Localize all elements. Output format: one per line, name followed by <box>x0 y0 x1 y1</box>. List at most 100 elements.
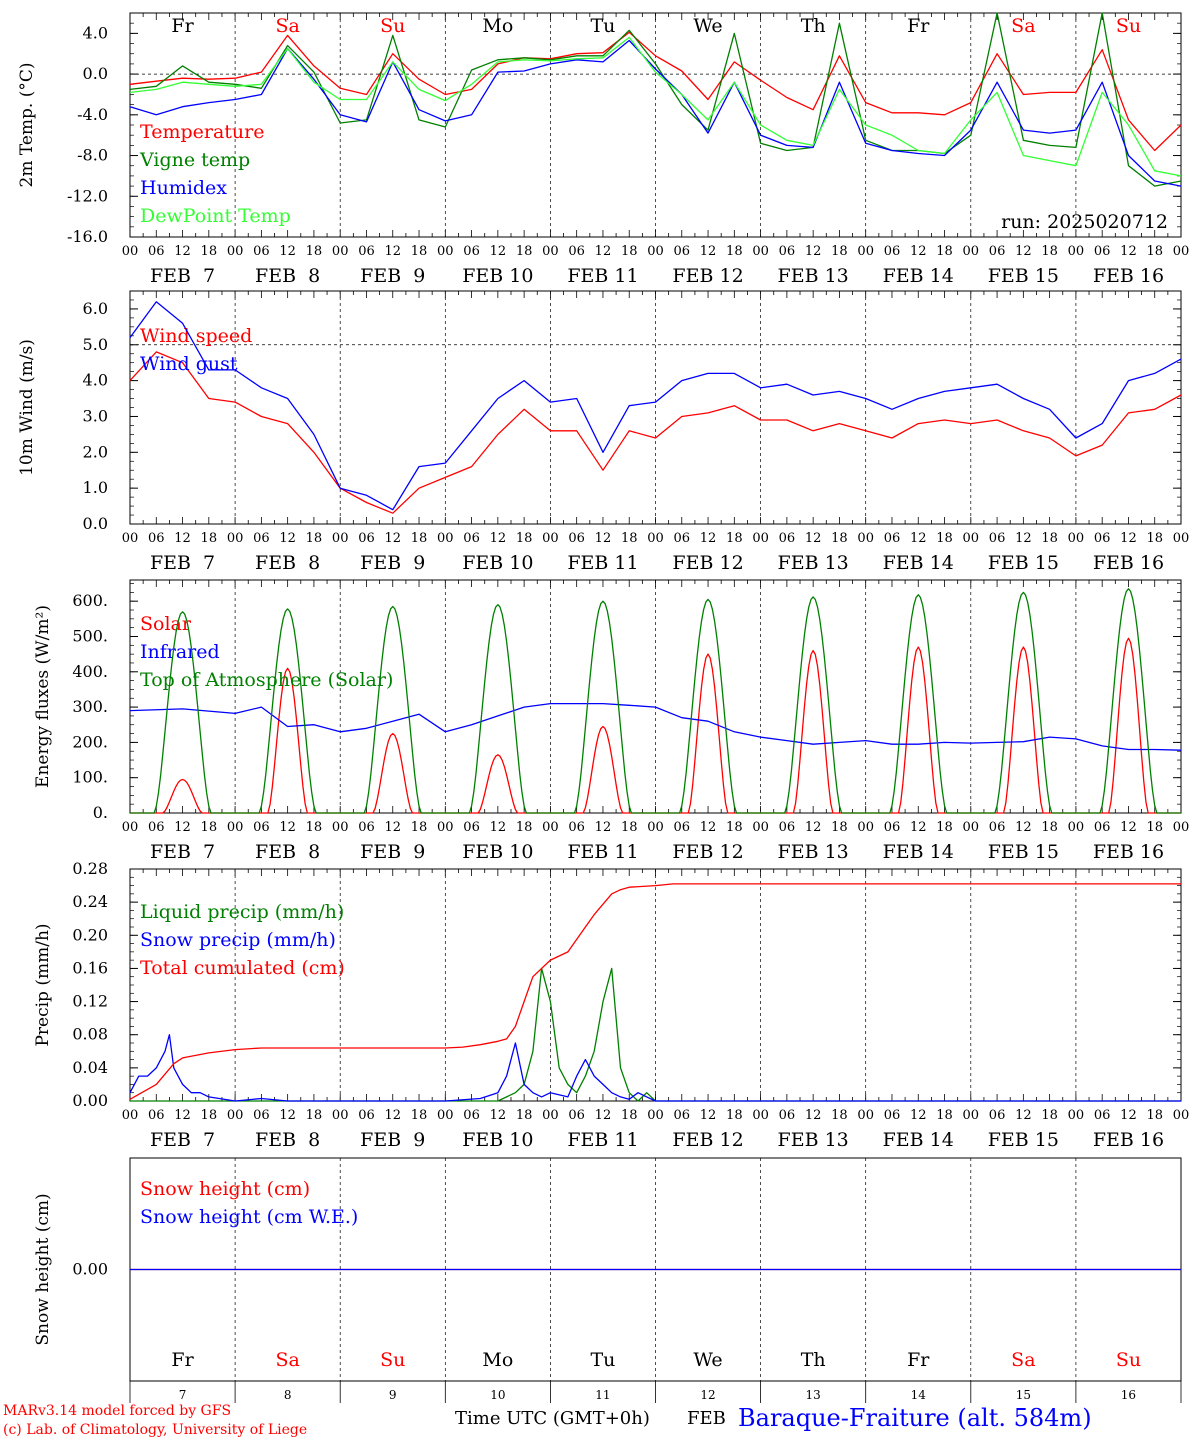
hour-tick-label: 00 <box>1068 820 1085 835</box>
hour-tick-label: 00 <box>1068 1108 1085 1123</box>
hour-tick-label: 00 <box>332 244 349 259</box>
hour-tick-label: 06 <box>779 820 796 835</box>
hour-tick-label: 18 <box>516 244 533 259</box>
day-number-label: 7 <box>179 1388 187 1402</box>
hour-tick-label: 12 <box>174 820 191 835</box>
hour-tick-label: 06 <box>884 1108 901 1123</box>
hour-tick-label: 12 <box>595 1108 612 1123</box>
hour-tick-label: 18 <box>936 820 953 835</box>
hour-tick-label: 06 <box>884 531 901 546</box>
hour-tick-label: 12 <box>700 820 717 835</box>
hour-tick-label: 12 <box>805 820 822 835</box>
hour-tick-label: 06 <box>568 820 585 835</box>
hour-tick-label: 12 <box>1120 244 1137 259</box>
hour-tick-label: 18 <box>621 820 638 835</box>
hour-tick-label: 18 <box>1146 820 1163 835</box>
hour-tick-label: 12 <box>279 820 296 835</box>
hour-tick-label: 06 <box>463 531 480 546</box>
y-axis-title: Energy fluxes (W/m²) <box>33 605 53 788</box>
y-tick-label: 200. <box>72 732 108 751</box>
date-label: FEB 13 <box>778 265 849 287</box>
y-tick-label: -16.0 <box>67 227 108 246</box>
hour-tick-label: 06 <box>674 820 691 835</box>
date-label: FEB 7 <box>150 552 215 574</box>
day-number-label: 13 <box>806 1388 821 1402</box>
hour-tick-label: 12 <box>490 820 507 835</box>
date-label: FEB 13 <box>778 1129 849 1151</box>
date-label: FEB 9 <box>360 265 425 287</box>
day-number-label: 14 <box>911 1388 927 1402</box>
hour-tick-label: 18 <box>831 820 848 835</box>
hour-tick-label: 06 <box>463 244 480 259</box>
day-number-label: 12 <box>700 1388 715 1402</box>
hour-tick-label: 00 <box>857 1108 874 1123</box>
hour-tick-label: 12 <box>910 1108 927 1123</box>
date-label: FEB 11 <box>567 265 638 287</box>
y-tick-label: 100. <box>72 768 108 787</box>
hour-tick-label: 18 <box>726 1108 743 1123</box>
hour-tick-label: 06 <box>1094 820 1111 835</box>
hour-tick-label: 00 <box>752 1108 769 1123</box>
hour-tick-label: 12 <box>805 531 822 546</box>
footer-month: FEB <box>687 1408 726 1429</box>
hour-tick-label: 18 <box>201 244 218 259</box>
series-line-dewpoint-temp <box>129 36 1182 177</box>
y-tick-label: 4.0 <box>83 371 108 390</box>
date-label: FEB 9 <box>360 841 425 863</box>
date-label: FEB 9 <box>360 1129 425 1151</box>
hour-tick-label: 12 <box>1015 531 1032 546</box>
date-label: FEB 13 <box>778 552 849 574</box>
legend-entry: Snow height (cm) <box>140 1178 310 1200</box>
y-tick-label: 0.20 <box>72 925 108 944</box>
hour-tick-label: 00 <box>752 531 769 546</box>
hour-tick-label: 00 <box>1068 244 1085 259</box>
hour-tick-label: 12 <box>805 244 822 259</box>
day-name-label: Su <box>380 1349 405 1371</box>
date-label: FEB 10 <box>462 841 533 863</box>
y-tick-label: -8.0 <box>77 146 108 165</box>
hour-tick-label: 00 <box>227 531 244 546</box>
day-number-label: 9 <box>389 1388 397 1402</box>
date-label: FEB 8 <box>255 265 320 287</box>
hour-tick-label: 06 <box>253 1108 270 1123</box>
hour-tick-label: 18 <box>831 531 848 546</box>
hour-tick-label: 18 <box>1146 244 1163 259</box>
day-name-label: Tu <box>590 1349 615 1371</box>
hour-tick-label: 00 <box>542 531 559 546</box>
hour-tick-label: 18 <box>936 244 953 259</box>
hour-tick-label: 12 <box>910 531 927 546</box>
hour-tick-label: 00 <box>332 1108 349 1123</box>
hour-tick-label: 18 <box>936 531 953 546</box>
hour-tick-label: 06 <box>1094 1108 1111 1123</box>
hour-tick-label: 00 <box>542 244 559 259</box>
hour-tick-label: 06 <box>989 244 1006 259</box>
y-tick-label: 0.28 <box>72 859 108 878</box>
y-tick-label: 5.0 <box>83 335 108 354</box>
hour-tick-label: 12 <box>490 531 507 546</box>
series-line-snow-precip-mm-h- <box>129 1034 1181 1102</box>
legend-entry: Humidex <box>140 177 227 199</box>
hour-tick-label: 12 <box>174 244 191 259</box>
legend-entry: Snow height (cm W.E.) <box>140 1206 358 1228</box>
series-line-vigne-temp <box>129 12 1182 187</box>
hour-tick-label: 06 <box>253 531 270 546</box>
day-name-label: Su <box>380 15 405 37</box>
y-tick-label: 0.08 <box>72 1025 108 1044</box>
legend-entry: Wind gust <box>140 353 238 375</box>
hour-tick-label: 00 <box>963 244 980 259</box>
hour-tick-label: 18 <box>411 820 428 835</box>
date-label: FEB 16 <box>1093 552 1164 574</box>
date-label: FEB 8 <box>255 1129 320 1151</box>
hour-tick-label: 12 <box>384 244 401 259</box>
day-name-label: Th <box>801 1349 826 1371</box>
y-tick-label: 400. <box>72 662 108 681</box>
hour-tick-label: 18 <box>621 531 638 546</box>
legend-entry: Total cumulated (cm) <box>140 957 345 979</box>
date-label: FEB 9 <box>360 552 425 574</box>
hour-tick-label: 00 <box>122 820 139 835</box>
hour-tick-label: 06 <box>674 531 691 546</box>
hour-tick-label: 12 <box>384 820 401 835</box>
date-label: FEB 15 <box>988 552 1059 574</box>
date-label: FEB 7 <box>150 265 215 287</box>
hour-tick-label: 18 <box>1146 1108 1163 1123</box>
